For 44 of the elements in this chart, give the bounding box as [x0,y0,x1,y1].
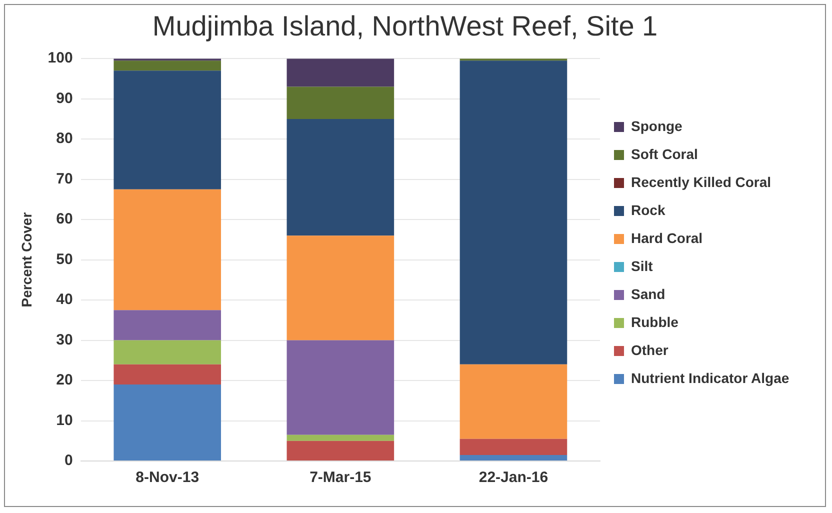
x-tick-label: 7-Mar-15 [310,469,372,486]
y-tick-label: 90 [56,90,73,107]
legend-label: Recently Killed Coral [631,174,772,190]
y-tick-label: 100 [48,50,73,67]
bar [286,118,394,236]
x-tick-label: 22-Jan-16 [478,469,548,486]
legend-label: Rock [631,202,666,218]
legend-label: Rubble [631,314,679,330]
legend-label: Hard Coral [631,230,703,246]
y-tick-label: 10 [56,412,73,429]
legend-label: Other [631,342,669,358]
legend-label: Sand [631,286,666,302]
y-tick-label: 0 [64,452,73,470]
bar [460,364,568,439]
y-axis-title: Percent Cover [18,212,34,308]
legend-label: Nutrient Indicator Algae [631,370,790,386]
legend-label: Sponge [631,118,683,134]
legend-label: Soft Coral [631,146,698,162]
bar [114,60,222,71]
bar [114,340,222,364]
bar [286,58,394,87]
y-tick-label: 30 [56,331,73,348]
bar [286,236,394,340]
bar [460,60,568,364]
bar [114,310,222,340]
y-tick-label: 60 [56,210,73,228]
x-tick-label: 8-Nov-13 [136,469,200,486]
bar [460,454,568,460]
y-tick-label: 20 [56,372,73,389]
bar [286,340,394,435]
y-tick-label: 50 [56,250,73,268]
bar [114,364,222,385]
bar [286,440,394,460]
y-tick-label: 40 [56,291,73,308]
legend-label: Silt [631,258,654,274]
y-tick-label: 70 [56,170,73,188]
bar [460,438,568,455]
bar [114,384,222,460]
y-tick-label: 80 [56,130,73,148]
bar [286,86,394,119]
bar [114,189,222,310]
chart-title: Mudjimba Island, NorthWest Reef, Site 1 [152,10,658,42]
bar [114,70,222,190]
bar [286,434,394,441]
